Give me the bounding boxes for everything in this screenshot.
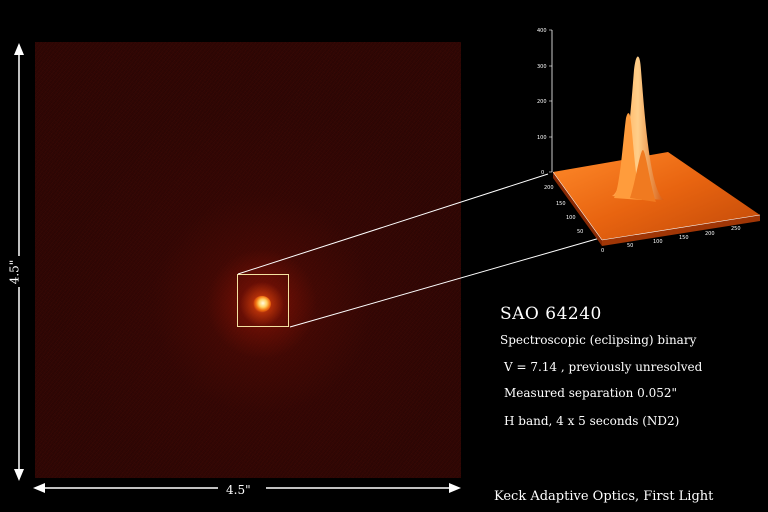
- horizontal-scale-label: 4.5": [226, 483, 251, 497]
- zoom-box: [237, 274, 289, 327]
- surface-plot: 0 100 200 300 400 200 150 1: [537, 28, 761, 254]
- vertical-scale-label: 4.5": [7, 259, 22, 285]
- connector-line-bottom: [289, 237, 601, 328]
- horizontal-scale-arrow: [33, 483, 461, 493]
- surface-peak-secondary: [614, 113, 642, 200]
- object-name: SAO 64240: [500, 304, 602, 324]
- y-tick-150: 150: [556, 201, 566, 207]
- footer-credit: Keck Adaptive Optics, First Light: [494, 489, 714, 504]
- z-tick-300: 300: [537, 64, 547, 70]
- z-tick-0: 0: [541, 170, 544, 176]
- z-tick-200: 200: [537, 99, 547, 105]
- x-tick-50: 50: [627, 243, 633, 249]
- z-axis-ticks: [549, 29, 552, 173]
- separation-text: Measured separation 0.052": [504, 386, 678, 400]
- binary-star-blob: [253, 296, 271, 312]
- vertical-scale-arrow: [14, 43, 24, 481]
- object-description: Spectroscopic (eclipsing) binary: [500, 333, 697, 347]
- exposure-text: H band, 4 x 5 seconds (ND2): [504, 414, 680, 428]
- z-tick-100: 100: [537, 135, 547, 141]
- connector-line-top: [237, 173, 549, 275]
- x-tick-250: 250: [731, 226, 741, 232]
- y-tick-100: 100: [566, 215, 576, 221]
- y-tick-50: 50: [577, 229, 583, 235]
- x-tick-100: 100: [653, 239, 663, 245]
- detector-image: [35, 42, 461, 478]
- magnitude-text: V = 7.14 , previously unresolved: [504, 360, 703, 374]
- x-tick-0: 0: [601, 248, 604, 254]
- x-tick-200: 200: [705, 231, 715, 237]
- x-tick-150: 150: [679, 235, 689, 241]
- z-tick-400: 400: [537, 28, 547, 34]
- y-tick-200: 200: [544, 185, 554, 191]
